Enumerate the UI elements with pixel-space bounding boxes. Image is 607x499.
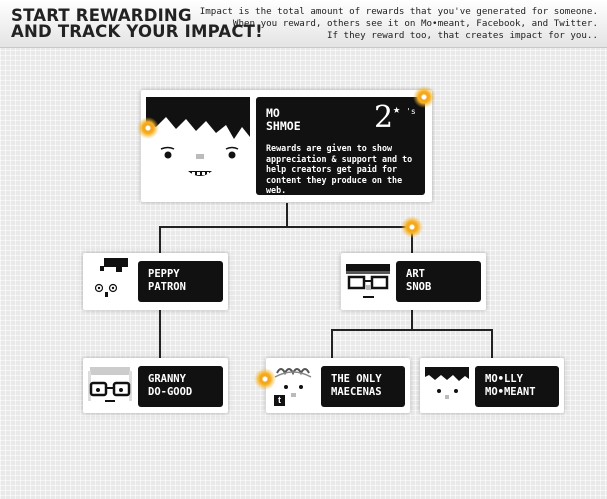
name-line-2: MAECENAS (331, 386, 382, 398)
granny-do-good-avatar (88, 363, 132, 408)
profile-card-granny-do-good[interactable]: GRANNY DO-GOOD (83, 358, 228, 413)
description-line-2: When you reward, others see it on Mo•mea… (232, 18, 598, 29)
granny-do-good-name-box: GRANNY DO-GOOD (138, 366, 223, 407)
peppy-patron-avatar (88, 258, 132, 304)
reward-suffix: 's (406, 107, 416, 116)
name-line-1: PEPPY (148, 268, 180, 280)
hotspot-marker[interactable] (401, 216, 423, 238)
hotspot-marker[interactable] (137, 117, 159, 139)
connector-line (159, 310, 161, 358)
profile-card-peppy-patron[interactable]: PEPPY PATRON (83, 253, 228, 310)
art-snob-avatar (346, 258, 390, 304)
star-icon: ★ (393, 102, 401, 116)
profile-card-art-snob[interactable]: ART SNOB (341, 253, 486, 310)
name-line-2: DO-GOOD (148, 386, 193, 398)
connector-line (159, 226, 161, 253)
page-title: START REWARDING AND TRACK YOUR IMPACT! (11, 6, 263, 41)
connector-line (491, 329, 493, 358)
name-line-2: MO•MEANT (485, 386, 536, 398)
mo-shmoe-avatar (146, 97, 250, 195)
profile-card-the-only-maecenas[interactable]: t THE ONLY MAECENAS (266, 358, 410, 413)
peppy-patron-name-box: PEPPY PATRON (138, 261, 223, 302)
twitter-icon[interactable]: t (274, 395, 285, 406)
name-line-1: MO•LLY (485, 373, 523, 385)
rewards-info-text: Rewards are given to show appreciation &… (266, 143, 413, 195)
connector-line (411, 226, 413, 253)
hotspot-marker[interactable] (413, 86, 435, 108)
name-line-2: SHMOE (266, 119, 301, 133)
name-line-1: GRANNY (148, 373, 186, 385)
mo-shmoe-info-box: MO SHMOE 2 ★ 's Rewards are given to sho… (256, 97, 425, 195)
connector-line (331, 329, 333, 358)
name-line-1: MO (266, 106, 280, 120)
molly-momeant-avatar (425, 363, 469, 408)
connector-line (411, 310, 413, 330)
name-line-2: SNOB (406, 281, 432, 293)
connector-line (159, 226, 413, 228)
name-line-1: THE ONLY (331, 373, 382, 385)
art-snob-name-box: ART SNOB (396, 261, 481, 302)
description-line-1: Impact is the total amount of rewards th… (199, 6, 598, 17)
title-line-1: START REWARDING (11, 6, 192, 25)
reward-count: 2 (374, 100, 394, 135)
connector-line (286, 203, 288, 227)
molly-momeant-name-box: MO•LLY MO•MEANT (475, 366, 559, 407)
name-line-2: PATRON (148, 281, 186, 293)
title-line-2: AND TRACK YOUR IMPACT! (11, 22, 263, 41)
profile-card-molly-momeant[interactable]: MO•LLY MO•MEANT (420, 358, 564, 413)
the-only-maecenas-name-box: THE ONLY MAECENAS (321, 366, 405, 407)
profile-card-mo-shmoe[interactable]: MO SHMOE 2 ★ 's Rewards are given to sho… (141, 90, 432, 202)
description-line-3: If they reward too, that creates impact … (326, 30, 598, 41)
hotspot-marker[interactable] (254, 368, 276, 390)
header: START REWARDING AND TRACK YOUR IMPACT! I… (0, 0, 607, 48)
impact-description: Impact is the total amount of rewards th… (200, 6, 598, 42)
name-line-1: ART (406, 268, 425, 280)
connector-line (331, 329, 493, 331)
